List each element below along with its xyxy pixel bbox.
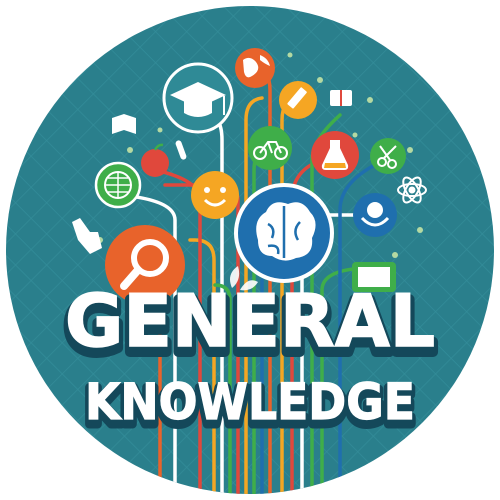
world-icon — [94, 161, 142, 209]
hand-cursor-icon — [72, 218, 102, 254]
leaf-icon — [230, 266, 258, 291]
graduation-cap-icon — [162, 62, 234, 134]
brain-icon — [234, 183, 334, 283]
title-block: GENERAL GENERAL KNOWLEDGE KNOWLEDGE — [60, 278, 440, 440]
smiley-icon — [191, 171, 239, 219]
globe-icon — [235, 48, 275, 88]
flask-icon — [311, 131, 359, 179]
pencil-icon — [279, 81, 317, 119]
map-icon — [112, 114, 136, 134]
decorative-dots — [97, 52, 423, 303]
magnifier-icon — [105, 225, 185, 305]
apple-icon — [141, 143, 169, 177]
title-line1-shadow: GENERAL — [65, 285, 435, 369]
title-line1: GENERAL — [65, 279, 435, 363]
title-line2: KNOWLEDGE — [85, 373, 415, 431]
atom-icon — [397, 176, 427, 204]
earth-in-hands-icon — [353, 193, 397, 237]
title-line2-shadow: KNOWLEDGE — [85, 378, 415, 436]
scissors-icon — [370, 138, 406, 174]
bicycle-icon — [248, 126, 292, 170]
test-tube-icon — [175, 140, 187, 160]
monitor-icon — [352, 262, 396, 292]
book-icon — [330, 90, 352, 106]
